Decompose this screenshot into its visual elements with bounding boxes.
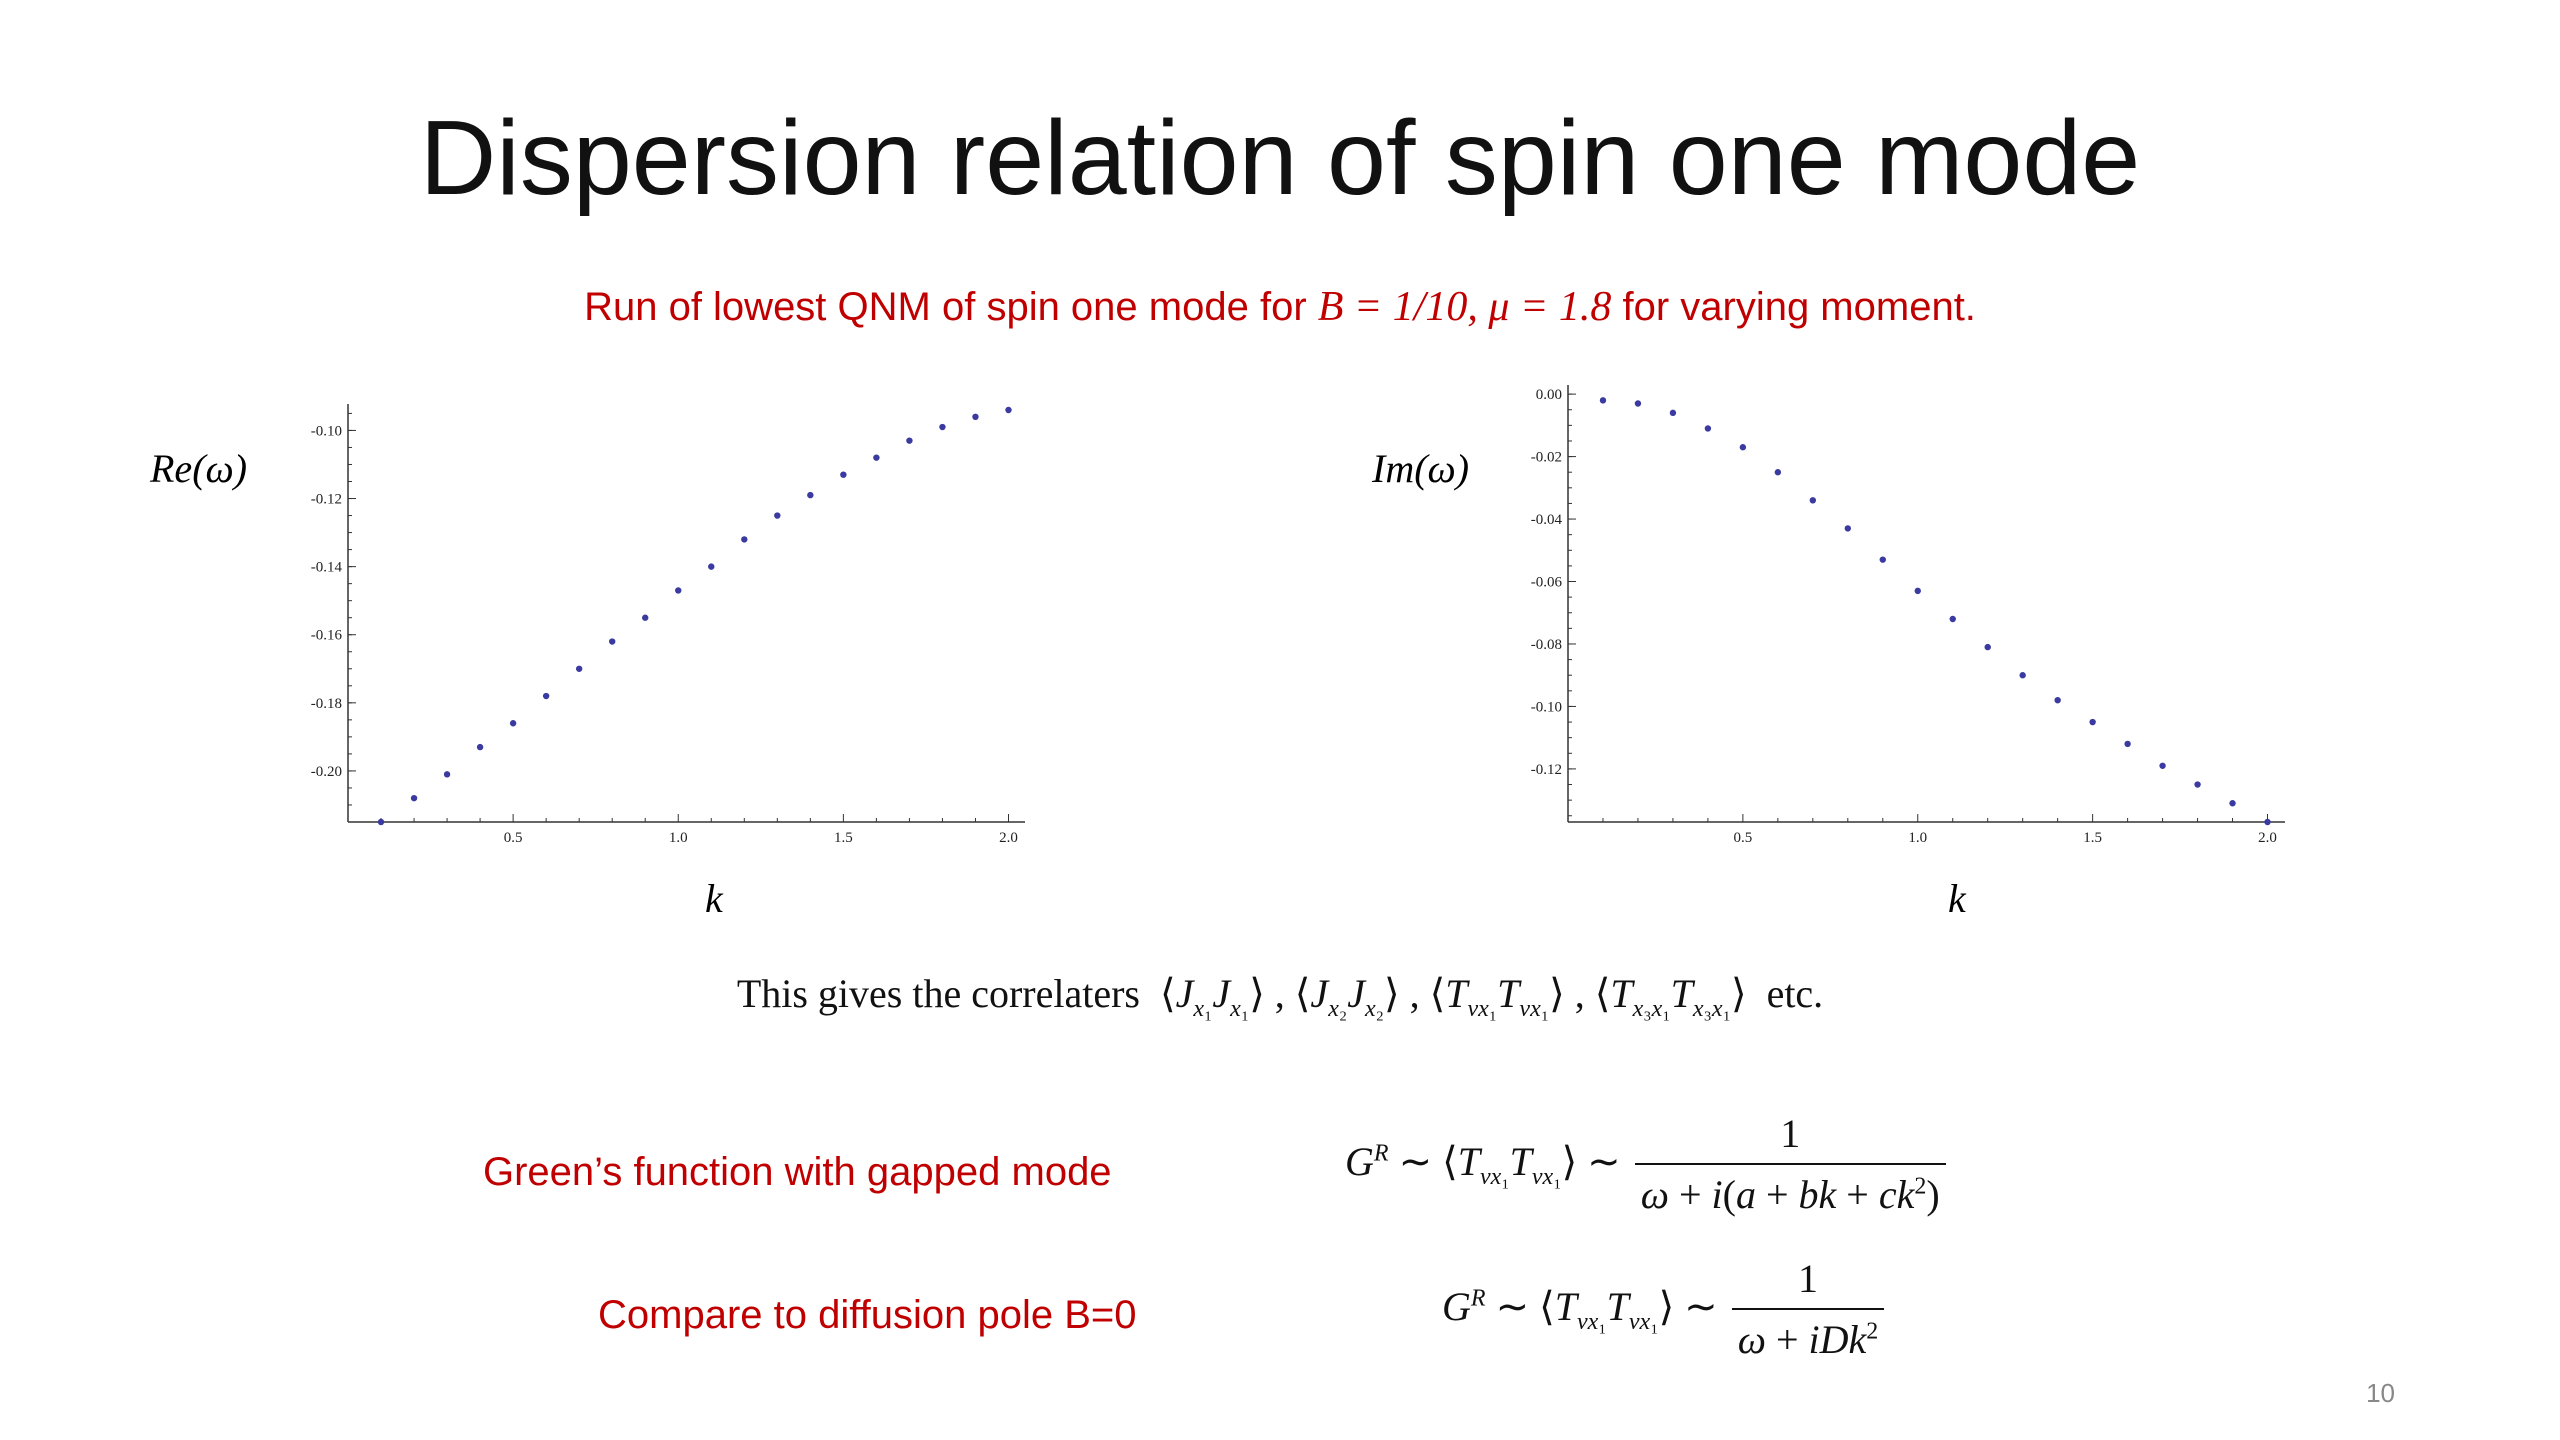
diffusion-denominator: ω + iDk2	[1731, 1308, 1885, 1363]
y-tick-label: -0.10	[311, 423, 342, 439]
data-point	[906, 437, 913, 444]
data-point	[840, 471, 847, 478]
correlators-sentence: This gives the correlaters ⟨Jx₁Jx₁⟩ , ⟨J…	[0, 970, 2560, 1023]
data-point	[2159, 762, 2166, 769]
im-omega-xlabel: k	[1948, 876, 1966, 921]
data-point	[939, 423, 946, 431]
data-point	[1879, 556, 1886, 563]
gapped-mode-label: Green’s function with gapped mode	[483, 1150, 1112, 1194]
x-tick-label: 1.0	[1908, 830, 1927, 846]
data-point	[1914, 587, 1921, 595]
y-tick-label: -0.08	[1531, 637, 1562, 653]
data-point	[2089, 718, 2096, 726]
data-point	[575, 665, 583, 672]
data-point	[1984, 643, 1991, 651]
y-tick-label: -0.18	[311, 696, 342, 712]
data-point	[1634, 400, 1642, 407]
y-tick-label: -0.04	[1531, 512, 1563, 528]
x-tick-label: 1.5	[2083, 830, 2102, 846]
gapped-mode-formula: GR ∼ ⟨Tvx₁Tvx₁⟩ ∼ 1 ω + i(a + bk + ck2)	[1345, 1110, 1946, 1218]
data-point	[1005, 406, 1012, 414]
y-tick-label: -0.12	[311, 492, 342, 508]
y-tick-label: -0.16	[311, 628, 343, 644]
data-point	[1809, 497, 1817, 504]
diffusion-numerator: 1	[1797, 1256, 1818, 1301]
data-point	[2264, 818, 2271, 826]
gapped-denominator: ω + i(a + bk + ck2)	[1634, 1163, 1946, 1218]
data-point	[972, 413, 979, 421]
subtitle-prefix: Run of lowest QNM of spin one mode for	[584, 285, 1318, 329]
im-omega-ylabel: Im(ω)	[1372, 446, 1470, 491]
x-tick-label: 1.5	[834, 830, 853, 846]
diffusion-pole-label: Compare to diffusion pole B=0	[598, 1293, 1137, 1337]
data-point	[1844, 525, 1852, 532]
gapped-lhs: GR ∼ ⟨Tvx₁Tvx₁⟩ ∼	[1345, 1138, 1621, 1190]
data-point	[675, 587, 682, 594]
correlator-list: ⟨Jx₁Jx₁⟩ , ⟨Jx₂Jx₂⟩ , ⟨Tvx₁Tvx₁⟩ , ⟨Tx₃x…	[1150, 971, 1757, 1022]
data-point	[608, 638, 616, 645]
y-tick-label: -0.02	[1531, 450, 1562, 466]
re-omega-chart: 0.5 1.0 1.5 2.0 -0.10 -0.12 -0.14 -0.16 -0.18 -0.…	[311, 404, 1025, 846]
sentence-lead: This gives the correlaters	[736, 971, 1140, 1016]
data-point	[2229, 800, 2236, 807]
gapped-fraction: 1 ω + i(a + bk + ck2)	[1634, 1110, 1946, 1218]
data-point	[708, 563, 715, 570]
data-point	[807, 491, 814, 499]
x-tick-label: 2.0	[999, 830, 1018, 846]
re-omega-ylabel: Re(ω)	[150, 446, 248, 491]
data-point	[443, 771, 451, 778]
slide-subtitle: Run of lowest QNM of spin one mode for B…	[0, 283, 2560, 331]
data-point	[542, 692, 550, 700]
data-point	[2194, 781, 2201, 788]
data-point	[377, 818, 385, 826]
subtitle-math: B = 1/10, μ = 1.8	[1317, 284, 1612, 330]
diffusion-pole-formula: GR ∼ ⟨Tvx₁Tvx₁⟩ ∼ 1 ω + iDk2	[1442, 1255, 1885, 1363]
data-point	[2124, 740, 2131, 748]
data-point	[1704, 425, 1712, 432]
diffusion-fraction: 1 ω + iDk2	[1731, 1255, 1885, 1363]
slide-title: Dispersion relation of spin one mode	[419, 99, 2141, 217]
page-number: 10	[2366, 1378, 2395, 1408]
gapped-numerator: 1	[1780, 1111, 1801, 1156]
data-point	[1739, 444, 1747, 451]
x-tick-label: 1.0	[669, 830, 688, 846]
re-omega-xlabel: k	[705, 876, 723, 921]
data-point	[2054, 696, 2061, 704]
data-point	[509, 720, 517, 727]
y-tick-label: -0.14	[311, 560, 343, 576]
subtitle-suffix: for varying moment.	[1611, 285, 1976, 329]
x-tick-label: 0.5	[504, 830, 523, 846]
y-tick-label: -0.20	[311, 764, 342, 780]
data-point	[2019, 672, 2026, 679]
data-point	[410, 794, 418, 802]
data-point	[1949, 615, 1956, 623]
data-point	[476, 743, 484, 751]
data-point	[1774, 469, 1782, 476]
data-point	[774, 512, 781, 519]
diffusion-lhs: GR ∼ ⟨Tvx₁Tvx₁⟩ ∼	[1442, 1283, 1718, 1335]
y-tick-label: -0.10	[1531, 699, 1562, 715]
x-tick-label: 2.0	[2258, 830, 2277, 846]
y-tick-label: -0.12	[1531, 762, 1562, 778]
y-tick-label: 0.00	[1536, 387, 1562, 403]
y-tick-label: -0.06	[1531, 575, 1563, 591]
im-omega-chart: 0.5 1.0 1.5 2.0 0.00 -0.02 -0.04 -0.06 -0.08 -0.1…	[1531, 385, 2285, 846]
data-point	[642, 614, 649, 621]
x-tick-label: 0.5	[1734, 830, 1753, 846]
sentence-tail: etc.	[1766, 971, 1824, 1016]
data-point	[873, 454, 880, 461]
data-point	[1669, 409, 1677, 417]
data-point	[1599, 397, 1607, 404]
data-point	[741, 536, 748, 543]
